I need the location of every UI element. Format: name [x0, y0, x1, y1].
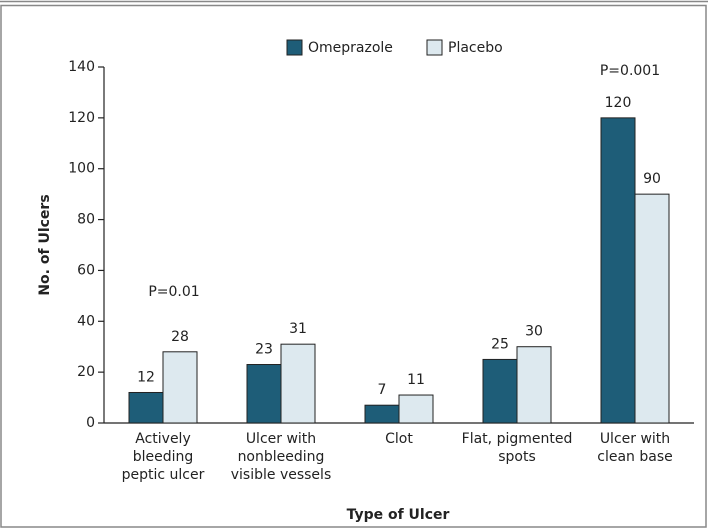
legend-swatch — [286, 39, 303, 56]
x-tick-label: Flat, pigmented — [462, 431, 573, 447]
x-tick-label: peptic ulcer — [122, 467, 205, 483]
annotation: P=0.001 — [600, 63, 660, 79]
annotation: P=0.01 — [148, 284, 199, 300]
value-label: 31 — [289, 321, 307, 337]
bar — [364, 404, 400, 424]
y-tick-label: 20 — [77, 364, 95, 380]
y-tick-label: 0 — [86, 415, 95, 431]
y-tick-label: 60 — [77, 262, 95, 278]
legend-swatch — [426, 39, 443, 56]
bar — [280, 343, 316, 424]
y-axis-label: No. of Ulcers — [37, 194, 53, 295]
y-tick-label: 80 — [77, 212, 95, 228]
bar — [246, 364, 282, 424]
x-tick-label: Ulcer with — [600, 431, 670, 447]
value-label: 30 — [525, 324, 543, 340]
x-tick-label: nonbleeding — [238, 449, 325, 465]
x-tick-label: visible vessels — [231, 467, 331, 483]
bar — [634, 193, 670, 424]
x-tick-label: Actively — [135, 431, 190, 447]
bar — [516, 346, 552, 424]
x-tick-label: Ulcer with — [246, 431, 316, 447]
value-label: 11 — [407, 372, 425, 388]
frame — [0, 4, 707, 528]
x-tick-label: Clot — [385, 431, 413, 447]
legend-label: Omeprazole — [308, 40, 393, 56]
value-label: 25 — [491, 336, 509, 352]
x-tick-label: spots — [498, 449, 536, 465]
y-tick-label: 120 — [68, 110, 95, 126]
bar — [398, 394, 434, 424]
bar — [482, 358, 518, 424]
x-axis-label: Type of Ulcer — [347, 507, 450, 523]
legend-label: Placebo — [448, 40, 503, 56]
x-tick-label: bleeding — [133, 449, 194, 465]
bar — [162, 351, 198, 424]
value-label: 90 — [643, 171, 661, 187]
value-label: 28 — [171, 329, 189, 345]
value-label: 7 — [378, 382, 387, 398]
value-label: 120 — [605, 95, 632, 111]
value-label: 12 — [137, 369, 155, 385]
y-tick-label: 40 — [77, 313, 95, 329]
y-tick-label: 140 — [68, 59, 95, 75]
bar — [128, 391, 164, 424]
value-label: 23 — [255, 342, 273, 358]
x-tick-label: clean base — [597, 449, 672, 465]
bar — [600, 117, 636, 424]
y-tick-label: 100 — [68, 161, 95, 177]
